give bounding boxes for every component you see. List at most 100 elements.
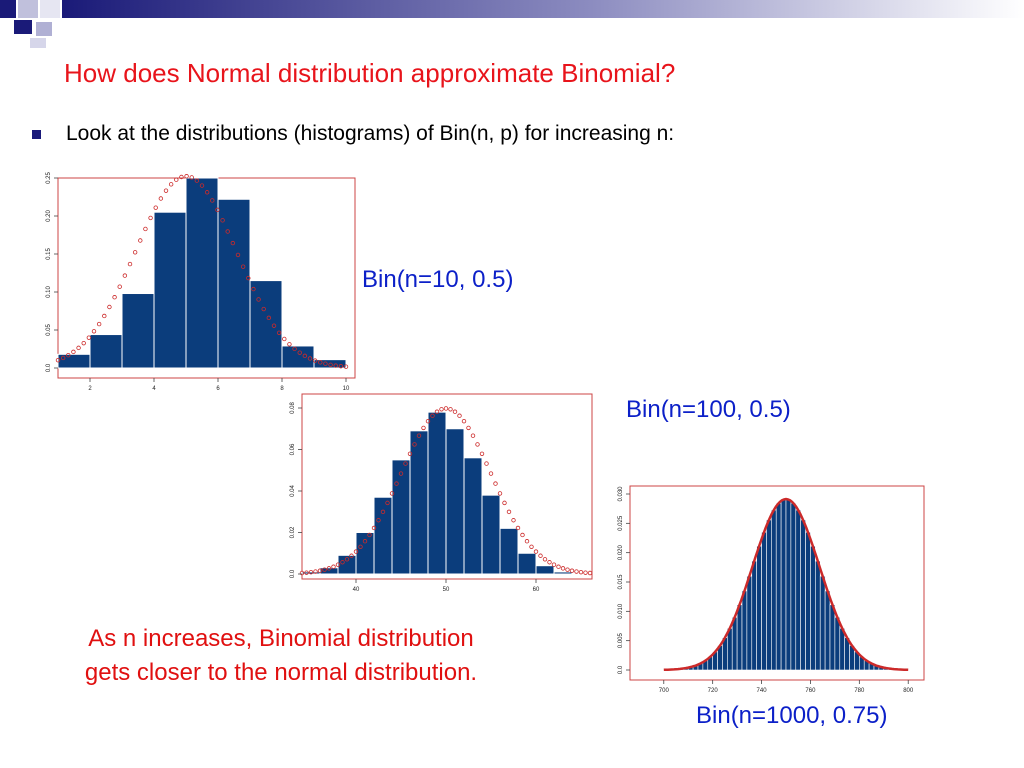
normal-curve-point (338, 364, 344, 369)
y-tick-label: 0.06 (290, 443, 296, 455)
histogram-bar (727, 628, 733, 671)
deco-square-2 (18, 0, 38, 18)
normal-curve-point (333, 363, 338, 368)
histogram-bar (391, 459, 411, 575)
histogram-bar (337, 554, 357, 575)
y-tick-label: 0.0 (46, 363, 52, 372)
normal-curve-point (107, 304, 112, 310)
normal-curve-point (547, 560, 552, 565)
y-tick-label: 0.04 (290, 485, 296, 497)
normal-curve-point (430, 413, 435, 418)
normal-curve-point (556, 564, 561, 569)
normal-curve-point (256, 297, 261, 302)
slide-header-bar (0, 0, 1024, 48)
normal-curve-point (184, 174, 189, 179)
histogram-bar (805, 531, 811, 671)
histogram-bar (121, 293, 155, 369)
histogram-bar (313, 359, 347, 369)
histogram-bar (819, 575, 826, 671)
x-tick-label: 4 (152, 386, 156, 392)
normal-curve-point (317, 568, 323, 573)
normal-curve-point (138, 238, 143, 243)
bullet-text: Look at the distributions (histograms) o… (66, 122, 675, 145)
y-tick-label: 0.15 (46, 248, 52, 260)
histogram-bar (756, 545, 762, 671)
normal-curve-point (112, 295, 117, 300)
histogram-bar (89, 334, 123, 369)
normal-curve-point (96, 321, 102, 327)
normal-curve-point (230, 240, 236, 246)
histogram-bar (153, 211, 187, 369)
histogram-bar (499, 527, 519, 575)
histogram-bar (815, 560, 821, 671)
histogram-bar (741, 590, 748, 671)
x-tick-label: 10 (343, 386, 350, 392)
deco-square-6 (30, 38, 46, 48)
normal-curve-point (515, 525, 521, 531)
y-tick-label: 0.030 (618, 486, 624, 502)
normal-curve-point (308, 569, 314, 575)
normal-curve-point (452, 409, 458, 414)
deco-square-5 (36, 22, 52, 36)
histogram-bar (829, 604, 836, 671)
normal-curve-point (335, 562, 341, 567)
normal-curve-point (271, 323, 277, 328)
histogram-bar (463, 457, 483, 575)
histogram-bar (839, 628, 845, 671)
normal-curve-point (448, 407, 453, 412)
x-tick-label: 760 (805, 688, 816, 694)
histogram-bin-1000: 700 720 740 760 780 800 0.0 0.005 0.010 0.015 0.02… (618, 485, 925, 694)
histogram-bar (800, 519, 806, 671)
histogram-bar (780, 499, 787, 671)
histogram-bar (751, 560, 757, 671)
normal-curve-point (194, 178, 200, 183)
normal-curve-point (466, 425, 471, 431)
normal-curve-point (407, 451, 413, 456)
normal-curve-point (179, 174, 184, 180)
y-tick-label: 0.010 (618, 603, 624, 619)
normal-curve-point (358, 544, 363, 549)
normal-curve-point (225, 229, 230, 234)
normal-curve-point (148, 215, 153, 221)
normal-curve-point (102, 313, 107, 319)
normal-curve-point (266, 315, 272, 321)
normal-curve-point (215, 207, 220, 213)
normal-curve-point (439, 407, 444, 412)
normal-curve-point (189, 175, 194, 180)
histogram-bar (731, 616, 738, 671)
normal-curve-point (163, 188, 169, 193)
normal-curve-point (246, 275, 251, 281)
histogram-bar (736, 604, 743, 671)
histogram-bar (766, 519, 772, 671)
normal-curve-point (587, 570, 593, 576)
normal-curve-point (323, 361, 328, 366)
histogram-bar (790, 502, 797, 671)
normal-curve-point (551, 562, 557, 567)
normal-curve-point (261, 306, 266, 312)
y-tick-label: 0.05 (46, 324, 52, 336)
normal-curve-point (403, 461, 408, 466)
normal-curve (663, 497, 909, 672)
normal-curve-point (55, 357, 61, 363)
x-tick-label: 50 (443, 587, 450, 593)
normal-curve-point (367, 532, 372, 538)
normal-curve-point (560, 566, 566, 571)
normal-curve-point (299, 570, 305, 576)
normal-curve-point (502, 500, 507, 506)
normal-curve-point (235, 252, 241, 258)
normal-curve-point (158, 196, 164, 201)
normal-curve-point (533, 549, 539, 554)
normal-curve-point (76, 345, 81, 351)
normal-curve-point (484, 461, 489, 466)
histogram-bar (481, 494, 501, 575)
histogram-bar (281, 345, 315, 369)
y-tick-label: 0.020 (618, 544, 624, 560)
normal-curve-point (511, 518, 516, 523)
x-tick-label: 800 (903, 688, 914, 694)
y-tick-label: 0.20 (46, 210, 52, 222)
normal-curve-point (313, 569, 318, 574)
normal-curve-point (344, 557, 350, 562)
y-tick-label: 0.10 (46, 286, 52, 298)
normal-curve-point (153, 205, 158, 210)
histogram-bar (185, 177, 219, 369)
